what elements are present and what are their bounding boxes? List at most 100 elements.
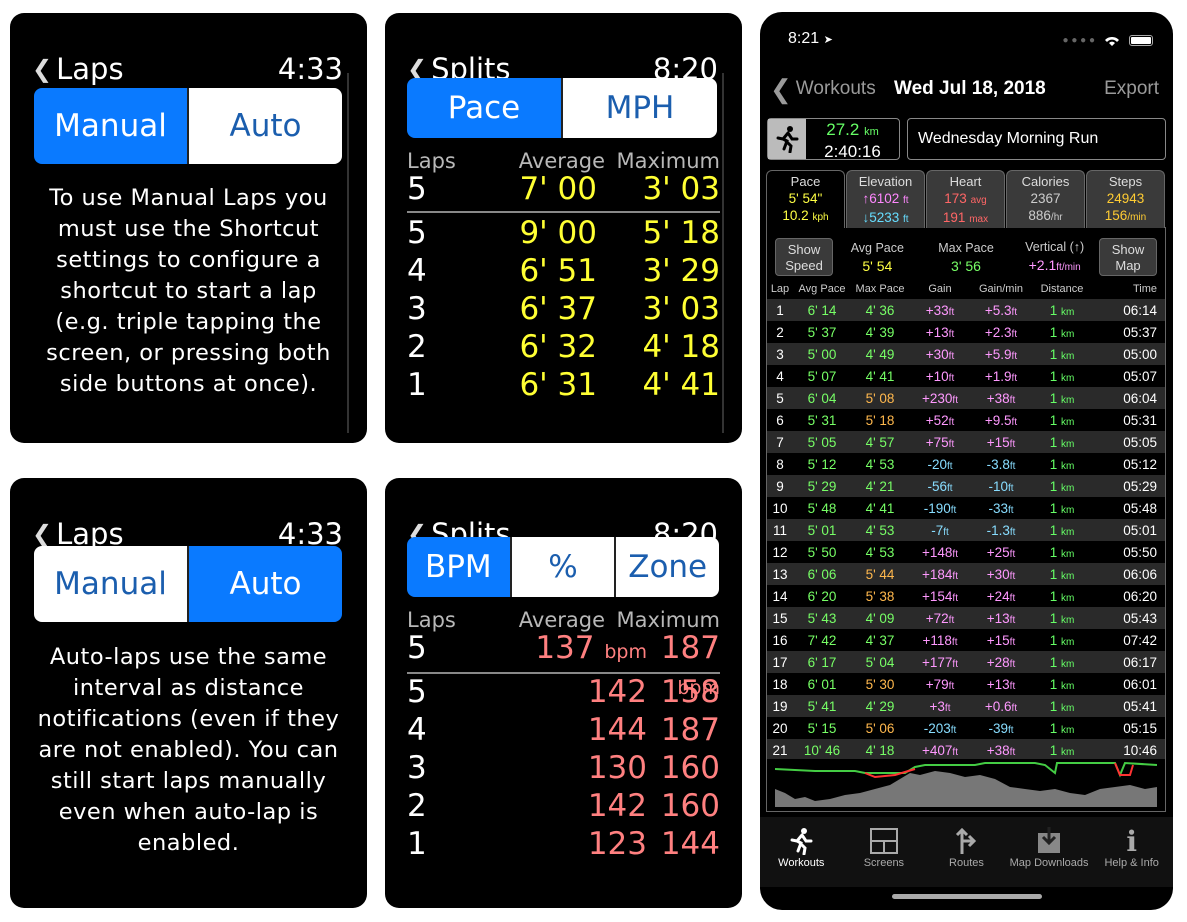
gain-min-cell: +15ft (986, 434, 1016, 450)
distance-cell: 1 km (1049, 742, 1075, 758)
max-value: 3' 03 (642, 291, 720, 327)
table-row[interactable]: 12 5' 50 4' 53 +148ft +25ft 1 km 05:50 (767, 541, 1165, 563)
distance-cell: 1 km (1049, 632, 1075, 648)
tab-unit: /hr (1050, 212, 1063, 223)
gain-cell: -20ft (927, 456, 953, 472)
home-indicator (892, 894, 1042, 899)
table-row[interactable]: 10 5' 48 4' 41 -190ft -33ft 1 km 05:48 (767, 497, 1165, 519)
distance-cell: 1 km (1049, 610, 1075, 626)
gain-cell: -56ft (927, 478, 953, 494)
splits-row: 1 123 144 (407, 826, 720, 862)
avg-pace-cell: 5' 50 (807, 544, 837, 560)
bpm-unit: bpm (604, 641, 647, 663)
table-row[interactable]: 7 5' 05 4' 57 +75ft +15ft 1 km 05:05 (767, 431, 1165, 453)
lap-number: 4 (407, 712, 427, 748)
table-row[interactable]: 13 6' 06 5' 44 +184ft +30ft 1 km 06:06 (767, 563, 1165, 585)
table-row[interactable]: 11 5' 01 4' 53 -7ft -1.3ft 1 km 05:01 (767, 519, 1165, 541)
tab-elevation[interactable]: Elevation ↑6102 ft ↓5233 ft (846, 170, 925, 228)
header-average: Average (518, 608, 605, 632)
time-cell: 06:17 (1123, 654, 1157, 670)
table-row[interactable]: 17 6' 17 5' 04 +177ft +28ft 1 km 06:17 (767, 651, 1165, 673)
table-row[interactable]: 5 6' 04 5' 08 +230ft +38ft 1 km 06:04 (767, 387, 1165, 409)
gain-min-cell: -1.3ft (986, 522, 1016, 538)
gain-cell: +10ft (925, 368, 955, 384)
lap-table[interactable]: 1 6' 14 4' 36 +33ft +5.3ft 1 km 06:14 2 5' 37 4' … (767, 299, 1165, 759)
gain-cell: +118ft (922, 632, 958, 648)
tab-label: Map Downloads (1009, 857, 1089, 869)
manual-option[interactable]: Manual (34, 546, 187, 622)
tabbar-help-info[interactable]: i Help & Info (1090, 817, 1173, 887)
back-button[interactable]: ❮ Laps (32, 517, 124, 551)
time-cell: 05:37 (1123, 324, 1157, 340)
watch-header: ❮ Laps 4:33 (32, 516, 343, 552)
metric-tabs: Pace 5' 54" 10.2 kph Elevation ↑6102 ft … (766, 170, 1166, 228)
table-row[interactable]: 14 6' 20 5' 38 +154ft +24ft 1 km 06:20 (767, 585, 1165, 607)
screen-title: Laps (56, 52, 124, 86)
show-speed-button[interactable]: Show Speed (775, 238, 833, 276)
workout-name-field[interactable]: Wednesday Morning Run (907, 118, 1166, 160)
tabbar-routes[interactable]: Routes (925, 817, 1008, 887)
status-bar: 8:21 ➤ ● ● ● ● (788, 30, 1153, 50)
manual-option[interactable]: Manual (34, 88, 187, 164)
watch-laps-auto: ❮ Laps 4:33 Manual Auto Auto-laps use the… (10, 478, 367, 908)
tab-value-2: 156/min (1087, 208, 1164, 225)
tab-steps[interactable]: Steps 24943 156/min (1086, 170, 1165, 228)
map-downloads-icon (1008, 825, 1091, 857)
signal-dots-icon: ● ● ● ● (1062, 34, 1096, 46)
help-text: Auto-laps use the same interval as dista… (37, 644, 340, 856)
table-row[interactable]: 8 5' 12 4' 53 -20ft -3.8ft 1 km 05:12 (767, 453, 1165, 475)
table-row[interactable]: 19 5' 41 4' 29 +3ft +0.6ft 1 km 05:41 (767, 695, 1165, 717)
auto-option[interactable]: Auto (187, 546, 342, 622)
avg-value: 7' 00 (519, 171, 597, 207)
zone-option[interactable]: Zone (614, 537, 720, 597)
splits-row: 3 6' 37 3' 03 (407, 291, 720, 327)
percent-option[interactable]: % (509, 537, 615, 597)
tab-pace[interactable]: Pace 5' 54" 10.2 kph (766, 170, 845, 228)
table-row[interactable]: 2 5' 37 4' 39 +13ft +2.3ft 1 km 05:37 (767, 321, 1165, 343)
tab-value-text: ↑6102 (862, 191, 900, 206)
divider (407, 211, 720, 213)
pace-option[interactable]: Pace (407, 78, 561, 138)
table-row[interactable]: 3 5' 00 4' 49 +30ft +5.9ft 1 km 05:00 (767, 343, 1165, 365)
back-button[interactable]: ❮ Laps (32, 52, 124, 86)
tab-heart[interactable]: Heart 173 avg 191 max (926, 170, 1005, 228)
bpm-option[interactable]: BPM (407, 537, 510, 597)
tab-value-2: ↓5233 ft (847, 210, 924, 227)
table-row[interactable]: 18 6' 01 5' 30 +79ft +13ft 1 km 06:01 (767, 673, 1165, 695)
table-row[interactable]: 16 7' 42 4' 37 +118ft +15ft 1 km 07:42 (767, 629, 1165, 651)
summary-values: 27.2 km 2:40:16 (806, 119, 899, 161)
show-map-button[interactable]: Show Map (1099, 238, 1158, 276)
table-row[interactable]: 4 5' 07 4' 41 +10ft +1.9ft 1 km 05:07 (767, 365, 1165, 387)
distance-cell: 1 km (1049, 346, 1075, 362)
tab-value-1: 2367 (1007, 189, 1084, 208)
table-row[interactable]: 15 5' 43 4' 09 +72ft +13ft 1 km 05:43 (767, 607, 1165, 629)
table-row[interactable]: 1 6' 14 4' 36 +33ft +5.3ft 1 km 06:14 (767, 299, 1165, 321)
lap-cell: 17 (772, 654, 788, 670)
auto-option[interactable]: Auto (187, 88, 342, 164)
avg-pace-cell: 5' 37 (807, 324, 837, 340)
export-button[interactable]: Export (1104, 78, 1159, 99)
distance-cell: 1 km (1049, 390, 1075, 406)
tabbar-screens[interactable]: Screens (843, 817, 926, 887)
runner-icon (760, 825, 843, 857)
gain-min-cell: +5.9ft (984, 346, 1018, 362)
table-row[interactable]: 6 5' 31 5' 18 +52ft +9.5ft 1 km 05:31 (767, 409, 1165, 431)
tabbar-map-downloads[interactable]: Map Downloads (1008, 817, 1091, 887)
table-row[interactable]: 21 10' 46 4' 18 +407ft +38ft 1 km 10:46 (767, 739, 1165, 759)
max-value: 187 (660, 712, 720, 748)
avg-pace-cell: 5' 07 (807, 368, 837, 384)
tab-value-1: 24943 (1087, 189, 1164, 208)
lap-mode-segment: Manual Auto (34, 546, 342, 622)
tab-calories[interactable]: Calories 2367 886/hr (1006, 170, 1085, 228)
lap-cell: 7 (776, 434, 784, 450)
mph-option[interactable]: MPH (561, 78, 717, 138)
tabbar-workouts[interactable]: Workouts (760, 817, 843, 887)
table-row[interactable]: 9 5' 29 4' 21 -56ft -10ft 1 km 05:29 (767, 475, 1165, 497)
tab-value-text: ↓5233 (862, 210, 900, 225)
lap-cell: 20 (772, 720, 788, 736)
table-row[interactable]: 20 5' 15 5' 06 -203ft -39ft 1 km 05:15 (767, 717, 1165, 739)
workouts-back-button[interactable]: ❮ Workouts (770, 74, 876, 105)
pace-unit-segment: Pace MPH (407, 78, 717, 138)
max-value: 4' 18 (642, 329, 720, 365)
gain-min-cell: -3.8ft (986, 456, 1016, 472)
